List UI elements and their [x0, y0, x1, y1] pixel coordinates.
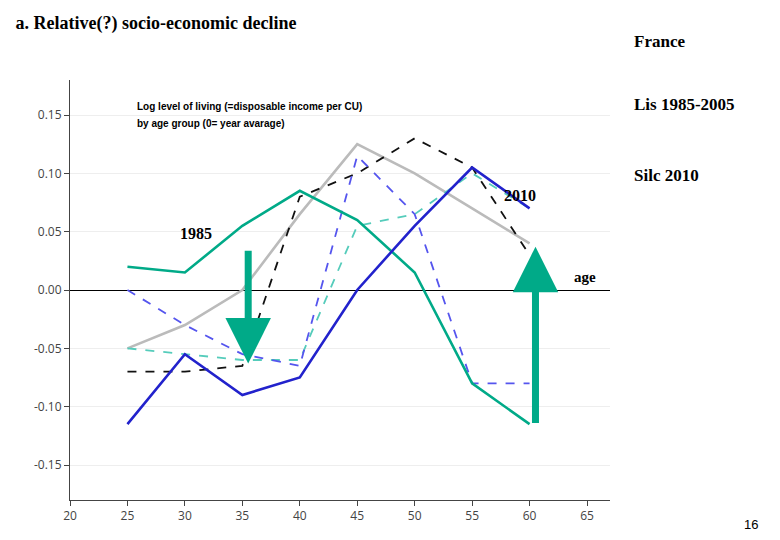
svg-text:0.10: 0.10 [38, 165, 62, 182]
svg-text:20: 20 [63, 507, 77, 524]
svg-text:16: 16 [744, 517, 758, 532]
svg-text:a. Relative(?) socio-economic: a. Relative(?) socio-economic decline [16, 13, 297, 34]
svg-text:50: 50 [408, 507, 422, 524]
svg-text:1985: 1985 [180, 225, 212, 242]
svg-text:25: 25 [121, 507, 135, 524]
svg-text:40: 40 [293, 507, 307, 524]
svg-text:by age group (0= year avarage): by age group (0= year avarage) [137, 118, 285, 129]
svg-text:30: 30 [178, 507, 192, 524]
svg-text:0.15: 0.15 [38, 106, 62, 123]
svg-text:-0.15: -0.15 [34, 456, 62, 473]
svg-text:France: France [634, 32, 685, 51]
svg-text:Silc 2010: Silc 2010 [634, 166, 699, 185]
svg-text:35: 35 [235, 507, 249, 524]
svg-text:0.00: 0.00 [38, 281, 62, 298]
svg-text:2010: 2010 [504, 187, 536, 204]
svg-text:Lis 1985-2005: Lis 1985-2005 [634, 95, 735, 114]
svg-text:0.05: 0.05 [38, 223, 62, 240]
svg-text:-0.05: -0.05 [34, 340, 62, 357]
svg-text:60: 60 [523, 507, 537, 524]
svg-text:age: age [574, 269, 596, 285]
svg-text:55: 55 [465, 507, 479, 524]
svg-text:45: 45 [350, 507, 364, 524]
svg-text:-0.10: -0.10 [34, 398, 62, 415]
svg-text:65: 65 [580, 507, 594, 524]
svg-text:Log level of living (=disposab: Log level of living (=disposable income … [137, 101, 362, 112]
